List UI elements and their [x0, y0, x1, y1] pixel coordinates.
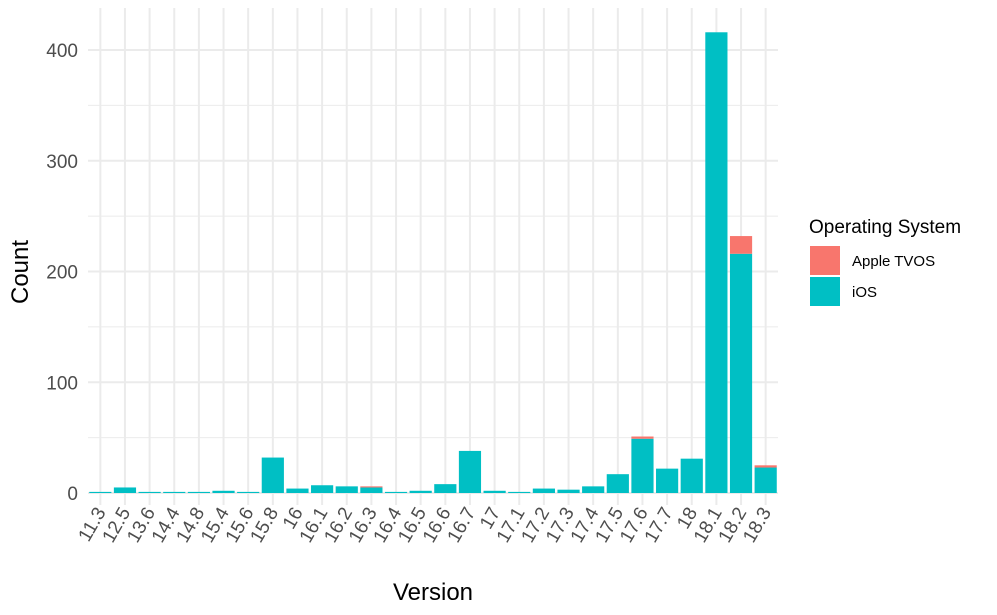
bars-layer — [89, 32, 777, 493]
legend-items: Apple TVOS iOS — [810, 246, 935, 306]
bar-ios-18.1 — [705, 32, 728, 493]
legend-swatch — [810, 246, 840, 275]
bar-ios-18 — [680, 458, 703, 493]
y-axis-title: Count — [7, 240, 34, 304]
bar-ios-17.7 — [656, 468, 679, 493]
bar-ios-15.4 — [212, 490, 235, 493]
x-tick-label: 16.7 — [444, 504, 481, 547]
bar-ios-18.2 — [729, 253, 753, 493]
bar-ios-17 — [483, 490, 506, 493]
x-tick-label: 18.3 — [739, 504, 776, 547]
bar-ios-13.6 — [138, 491, 161, 493]
legend-label: Apple TVOS — [852, 253, 935, 270]
bar-ios-16.1 — [311, 485, 334, 493]
bar-ios-16.7 — [458, 450, 482, 493]
bar-ios-17.2 — [532, 488, 555, 493]
bar-ios-17.4 — [582, 486, 605, 493]
y-tick-label: 100 — [46, 373, 78, 394]
bar-ios-14.8 — [187, 491, 210, 493]
legend-swatch — [810, 277, 840, 306]
bar-ios-16.4 — [384, 491, 408, 493]
bar-ios-17.5 — [606, 474, 629, 493]
bar-apple-tvos-16.3 — [360, 486, 383, 488]
y-tick-label: 300 — [46, 152, 78, 173]
bar-ios-15.6 — [237, 491, 260, 493]
legend-label: iOS — [852, 284, 877, 301]
legend-title: Operating System — [809, 217, 961, 238]
bar-ios-16.5 — [409, 490, 432, 493]
bar-ios-12.5 — [113, 487, 137, 493]
grid-layer — [88, 8, 778, 505]
bar-apple-tvos-17.6 — [631, 436, 654, 439]
x-tick-label: 17.7 — [641, 504, 678, 547]
bar-ios-16.6 — [434, 484, 457, 493]
y-axis-ticks: 0 100 200 300 400 — [46, 41, 78, 505]
bar-ios-16.3 — [360, 487, 383, 493]
bar-ios-17.6 — [631, 438, 654, 493]
legend: Operating System Apple TVOS iOS — [809, 217, 961, 306]
bar-ios-15.8 — [261, 457, 284, 493]
bar-ios-17.3 — [557, 489, 580, 493]
y-tick-label: 400 — [46, 41, 78, 62]
bar-apple-tvos-18.3 — [754, 465, 777, 468]
x-axis-title: Version — [393, 579, 473, 606]
bar-apple-tvos-18.2 — [729, 236, 753, 254]
x-axis-ticks: 11.312.513.614.414.815.415.615.81616.116… — [75, 504, 776, 547]
bar-ios-11.3 — [89, 491, 112, 493]
y-tick-label: 0 — [67, 484, 78, 505]
bar-ios-17.1 — [508, 491, 531, 493]
bar-ios-16 — [286, 488, 309, 493]
bar-ios-16.2 — [335, 486, 358, 493]
bar-ios-14.4 — [163, 491, 186, 493]
x-tick-label: 15.8 — [246, 504, 283, 547]
bar-ios-18.3 — [754, 467, 777, 493]
y-tick-label: 200 — [46, 263, 78, 284]
